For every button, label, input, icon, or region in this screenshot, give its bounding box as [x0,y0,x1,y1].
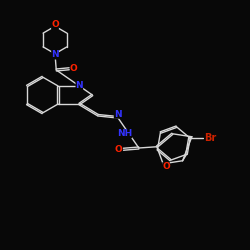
Text: O: O [115,145,123,154]
Text: Br: Br [204,132,216,142]
Text: N: N [114,110,122,119]
Text: O: O [70,64,78,73]
Text: O: O [51,20,59,30]
Text: N: N [76,82,83,90]
Text: O: O [162,162,170,171]
Text: NH: NH [117,129,132,138]
Text: N: N [51,50,59,59]
